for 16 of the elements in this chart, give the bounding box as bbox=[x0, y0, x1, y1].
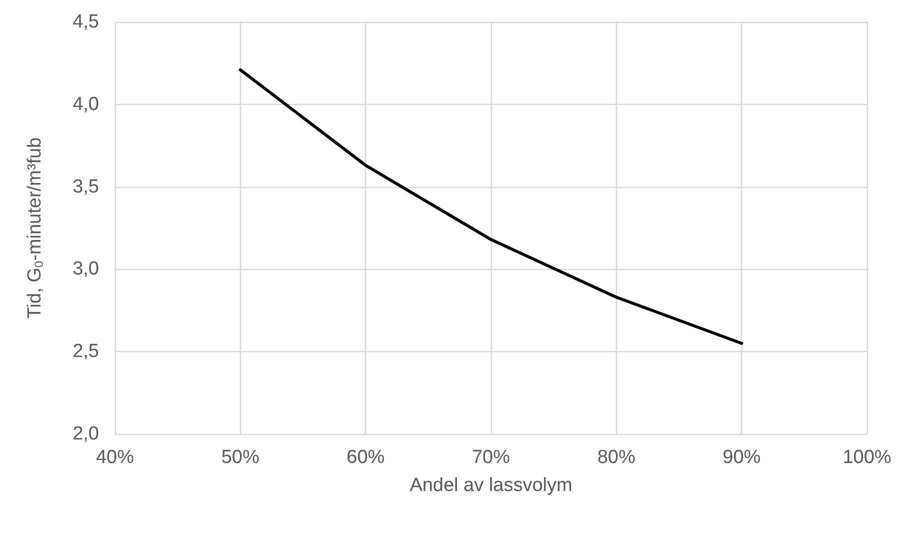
x-tick-label: 70% bbox=[472, 447, 510, 468]
x-tick-label: 40% bbox=[96, 447, 134, 468]
x-tick-label: 50% bbox=[221, 447, 260, 468]
x-axis-title: Andel av lassvolym bbox=[410, 475, 572, 496]
y-tick-label: 2,0 bbox=[72, 424, 99, 444]
y-tick-label: 2,5 bbox=[72, 341, 99, 362]
y-tick-label: 3,5 bbox=[72, 176, 99, 198]
x-tick-label: 100% bbox=[842, 447, 892, 468]
x-tick-label: 60% bbox=[346, 447, 385, 468]
x-tick-label: 80% bbox=[597, 447, 636, 468]
y-tick-label: 3,0 bbox=[72, 258, 99, 280]
y-axis-title: Tid, G0-minuter/m³fub bbox=[24, 137, 46, 319]
y-tick-label: 4,5 bbox=[72, 12, 99, 32]
x-tick-label: 90% bbox=[722, 447, 761, 468]
y-tick-label: 4,0 bbox=[72, 94, 99, 115]
line-series bbox=[238, 68, 744, 345]
